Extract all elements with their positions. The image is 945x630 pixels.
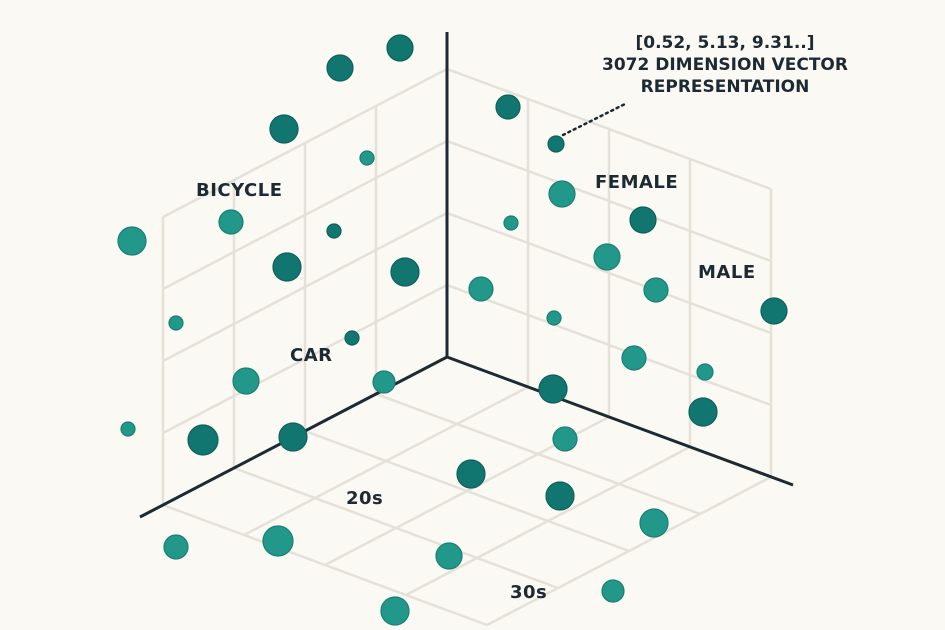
vector-description-line1: 3072 DIMENSION VECTOR [602, 55, 848, 75]
embedding-point [760, 297, 788, 325]
embedding-point [468, 276, 494, 302]
axes [139, 32, 794, 519]
embedding-point [386, 34, 414, 62]
vector-description-line2: REPRESENTATION [640, 77, 810, 97]
label-age-20s: 20s [346, 488, 384, 509]
vector-values: [0.52, 5.13, 9.31..] [635, 33, 815, 53]
embedding-point [262, 525, 294, 557]
grid-line [446, 67, 772, 191]
embedding-point [380, 596, 410, 626]
embedding-point [643, 277, 669, 303]
grid-line [162, 503, 488, 627]
embedding-point [120, 421, 136, 437]
embedding-point [163, 534, 189, 560]
embedding-point [696, 363, 714, 381]
embedding-point [629, 206, 657, 234]
embedding-point [547, 135, 565, 153]
embedding-point [269, 114, 299, 144]
grid-line [162, 67, 448, 219]
label-bicycle: BICYCLE [196, 180, 283, 201]
embedding-point [545, 481, 575, 511]
grid-line [233, 466, 559, 590]
grid-lines [161, 67, 773, 627]
label-male: MALE [698, 262, 756, 283]
embedding-point [601, 579, 625, 603]
grid-line [162, 211, 448, 363]
embedding-point [218, 209, 244, 235]
embedding-point [344, 330, 360, 346]
embedding-point [326, 223, 342, 239]
grid-line [446, 139, 772, 263]
embedding-point [272, 252, 302, 282]
grid-line [405, 445, 691, 597]
embedding-point [546, 310, 562, 326]
embedding-point [168, 315, 184, 331]
embedding-point [639, 508, 669, 538]
right-floor-axis [446, 355, 794, 487]
vector-annotation: [0.52, 5.13, 9.31..] 3072 DIMENSION VECT… [590, 32, 860, 98]
embedding-points [117, 34, 788, 626]
embedding-point [117, 226, 147, 256]
embedding-point [372, 370, 396, 394]
embedding-point [359, 150, 375, 166]
grid-line [486, 475, 772, 627]
embedding-point [593, 243, 621, 271]
label-female: FEMALE [595, 172, 679, 193]
grid-line [446, 211, 772, 335]
embedding-point [456, 459, 486, 489]
embedding-point [495, 94, 521, 120]
embedding-point [278, 422, 308, 452]
embedding-point [688, 397, 718, 427]
embedding-point [548, 180, 576, 208]
embedding-point [232, 367, 260, 395]
embedding-point [621, 345, 647, 371]
embedding-point [552, 426, 578, 452]
annotation-leader-line [561, 102, 627, 137]
grid-line [162, 139, 448, 291]
label-age-30s: 30s [510, 582, 548, 603]
embedding-point [538, 374, 568, 404]
embedding-point [187, 424, 219, 456]
embedding-point [326, 54, 354, 82]
embedding-point [503, 215, 519, 231]
embedding-point [435, 542, 463, 570]
embedding-point [390, 257, 420, 287]
label-car: CAR [290, 345, 333, 366]
